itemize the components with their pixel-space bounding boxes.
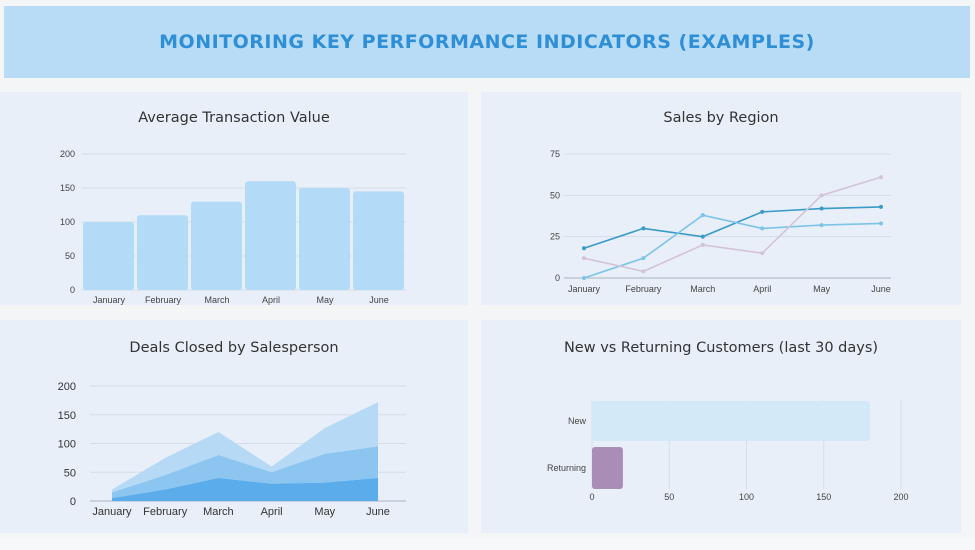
bar (137, 215, 188, 290)
series-line (583, 206, 882, 249)
x-tick-label: January (568, 284, 601, 294)
page-footer-strip (0, 538, 975, 550)
chart-panel-deals-closed: Deals Closed by Salesperson 0 50 100 150 200… (0, 320, 468, 533)
y-tick-label: 50 (550, 190, 560, 200)
series-point (879, 221, 883, 226)
y-tick-label: 100 (58, 439, 76, 451)
series-point (582, 276, 586, 280)
series-line (583, 176, 882, 273)
series-point (700, 234, 705, 239)
chart-panel-avg-transaction: Average Transaction Value 0 50 100 150 200 Ja… (0, 92, 468, 305)
x-tick-label: February (143, 506, 188, 518)
x-tick-label: 0 (589, 492, 594, 502)
bar (592, 401, 871, 441)
series-point (819, 193, 824, 198)
bar (299, 188, 350, 290)
x-tick-label: April (753, 284, 771, 294)
series-point (819, 223, 824, 228)
area-series (112, 402, 378, 493)
y-tick-label: 50 (64, 467, 76, 479)
x-tick-label: January (92, 506, 132, 518)
series-point (760, 226, 765, 231)
x-tick-label: May (314, 506, 335, 518)
y-tick-label: 150 (58, 410, 76, 422)
area-series (112, 446, 378, 499)
y-tick-label: 50 (65, 251, 75, 261)
x-tick-label: June (871, 284, 891, 294)
y-tick-label: 200 (60, 149, 75, 159)
y-tick-label: 0 (70, 496, 76, 508)
x-tick-label: 100 (739, 492, 754, 502)
x-tick-label: January (93, 295, 126, 305)
y-tick-label: New (568, 416, 587, 426)
chart-panel-sales-by-region: Sales by Region 0 25 50 75 January February Ma… (481, 92, 961, 305)
y-tick-label: Returning (547, 463, 586, 473)
x-tick-label: February (145, 295, 182, 305)
series-point (760, 209, 765, 214)
sales-by-region-chart: 0 25 50 75 January February March April May June (550, 149, 891, 294)
avg-transaction-chart: 0 50 100 150 200 January February March April May… (60, 149, 406, 305)
x-tick-label: February (625, 284, 662, 294)
x-tick-label: 50 (664, 492, 674, 502)
series-point (700, 242, 705, 247)
x-tick-label: April (261, 506, 283, 518)
x-tick-label: April (262, 295, 280, 305)
chart-title: Sales by Region (663, 110, 779, 126)
x-tick-label: June (369, 295, 389, 305)
chart-panel-new-vs-returning: New vs Returning Customers (last 30 days… (481, 320, 961, 533)
x-tick-label: May (813, 284, 831, 294)
chart-title: Deals Closed by Salesperson (129, 340, 339, 356)
y-tick-label: 150 (60, 183, 75, 193)
chart-title: New vs Returning Customers (last 30 days… (563, 340, 879, 356)
x-tick-label: 150 (816, 492, 831, 502)
x-tick-label: June (366, 506, 390, 518)
x-tick-label: March (690, 284, 715, 294)
y-tick-label: 0 (555, 273, 560, 283)
series-point (879, 204, 883, 209)
new-vs-returning-chart: 0 50 100 150 200 New Returning (547, 400, 909, 502)
series-point (641, 226, 646, 231)
y-tick-label: 200 (58, 381, 76, 393)
series-point (641, 256, 646, 261)
y-tick-label: 75 (550, 149, 560, 159)
series-point (700, 213, 705, 218)
series-point (819, 206, 824, 211)
bar (191, 201, 242, 290)
bar (245, 181, 296, 290)
dashboard-header: MONITORING KEY PERFORMANCE INDICATORS (E… (4, 6, 970, 78)
x-tick-label: March (203, 506, 234, 518)
area-series (112, 478, 378, 501)
series-point (582, 246, 586, 251)
y-tick-label: 25 (550, 232, 560, 242)
bar (353, 191, 404, 290)
x-tick-label: 200 (893, 492, 908, 502)
series-point (879, 175, 883, 180)
x-tick-label: March (204, 295, 229, 305)
dashboard-title: MONITORING KEY PERFORMANCE INDICATORS (E… (159, 31, 815, 53)
bar (592, 447, 623, 489)
series-point (641, 269, 646, 274)
series-point (582, 256, 586, 261)
y-tick-label: 0 (70, 285, 75, 295)
series-point (760, 251, 765, 256)
deals-closed-chart: 0 50 100 150 200 January February March April May… (58, 381, 406, 518)
x-tick-label: May (316, 295, 334, 305)
chart-title: Average Transaction Value (138, 110, 330, 126)
series-line (583, 214, 882, 279)
bar (83, 222, 134, 290)
y-tick-label: 100 (60, 217, 75, 227)
